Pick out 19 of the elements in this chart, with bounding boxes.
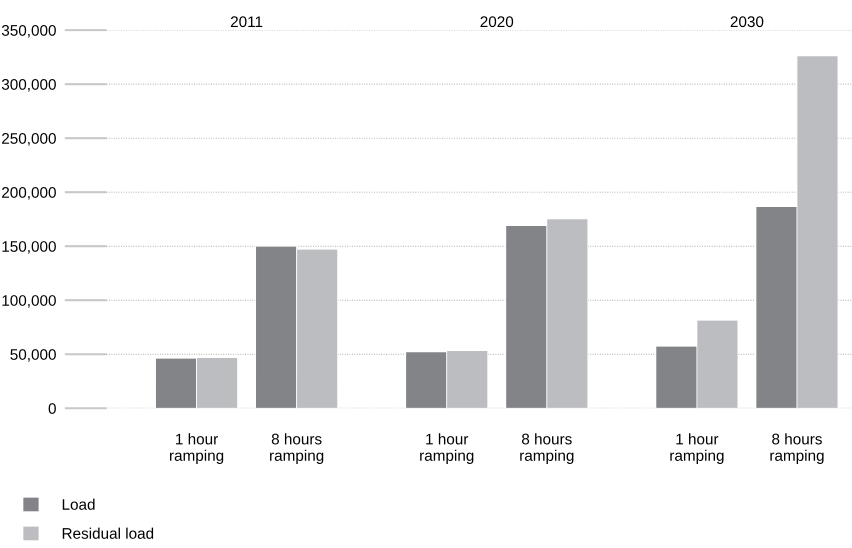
legend-label: Load xyxy=(62,498,95,510)
y-tick-label: 50,000 xyxy=(10,349,56,362)
y-tick-label: 300,000 xyxy=(2,79,56,92)
y-tick-label: 200,000 xyxy=(2,187,56,200)
text: 2011 xyxy=(230,16,262,28)
y-tick-label: 0 xyxy=(48,403,56,414)
x-tick-label: 8 hours ramping xyxy=(270,433,324,464)
x-tick-label: 1 hour ramping xyxy=(670,433,724,464)
x-tick-label: 8 hours ramping xyxy=(520,433,574,464)
y-tick-label: 150,000 xyxy=(2,241,56,254)
y-tick-label: 350,000 xyxy=(2,25,56,38)
x-tick-label: 1 hour ramping xyxy=(420,433,474,464)
x-tick-label: 8 hours ramping xyxy=(770,433,824,464)
y-tick-label: 100,000 xyxy=(2,295,56,308)
x-tick-label: 1 hour ramping xyxy=(170,433,224,464)
legend-label: Residual load xyxy=(62,528,154,539)
text: 2020 xyxy=(480,16,514,28)
text: 2030 xyxy=(730,16,764,28)
y-tick-label: 250,000 xyxy=(2,133,56,146)
